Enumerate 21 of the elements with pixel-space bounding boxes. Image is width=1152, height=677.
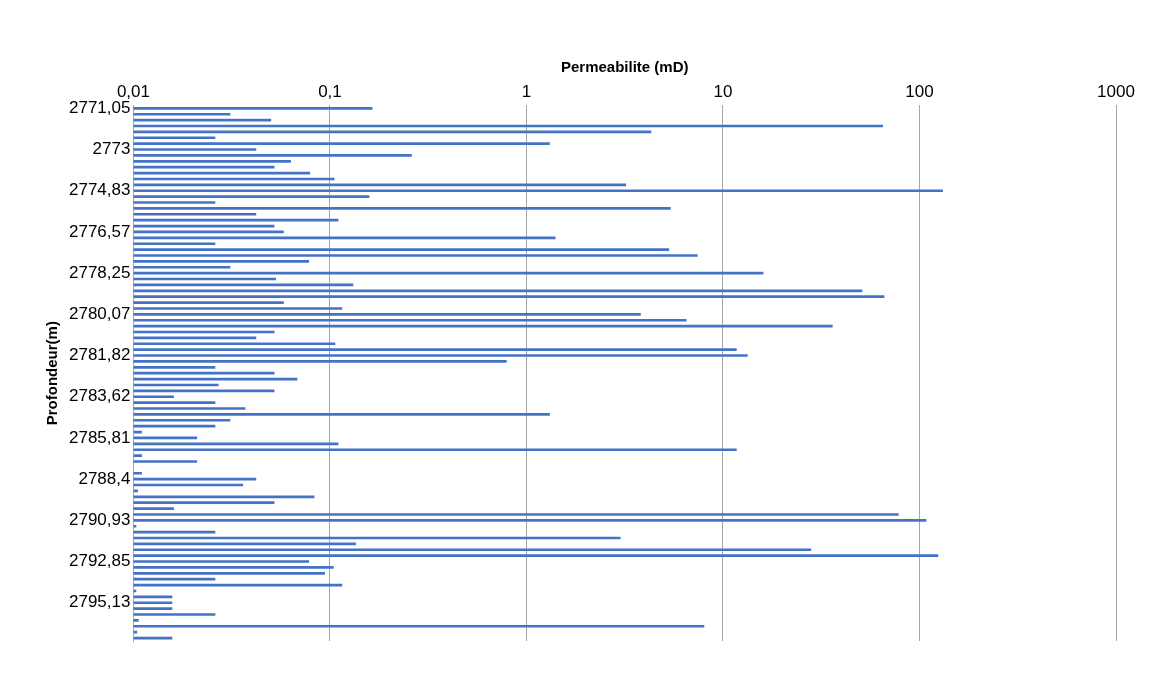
x-tick-label: 1000 (1097, 81, 1135, 101)
y-tick-label: 2783,62 (69, 386, 131, 406)
y-tick-label: 2792,85 (69, 551, 131, 571)
y-tick-label: 2785,81 (69, 427, 131, 447)
x-tick-label: 0,1 (318, 81, 342, 101)
x-axis-title: Permeabilite (mD) (560, 58, 689, 76)
y-tick-label: 2781,82 (69, 345, 131, 365)
y-tick-label: 2795,13 (69, 592, 131, 612)
y-tick-label: 2780,07 (69, 304, 131, 324)
x-tick-label: 0,01 (116, 81, 150, 101)
y-tick-label: 2771,05 (69, 98, 131, 118)
y-tick-label: 2776,57 (69, 221, 131, 241)
y-tick-label: 2778,25 (69, 262, 131, 282)
x-tick-label: 100 (905, 81, 934, 101)
y-tick-label: 2788,4 (78, 468, 131, 488)
x-tick-label: 10 (713, 81, 733, 101)
y-tick-label: 2773 (92, 139, 131, 159)
y-tick-label: 2774,83 (69, 180, 131, 200)
y-axis-title: Profondeur(m) (43, 321, 61, 426)
y-tick-label: 2790,93 (69, 510, 131, 530)
x-tick-label: 1 (521, 81, 532, 101)
